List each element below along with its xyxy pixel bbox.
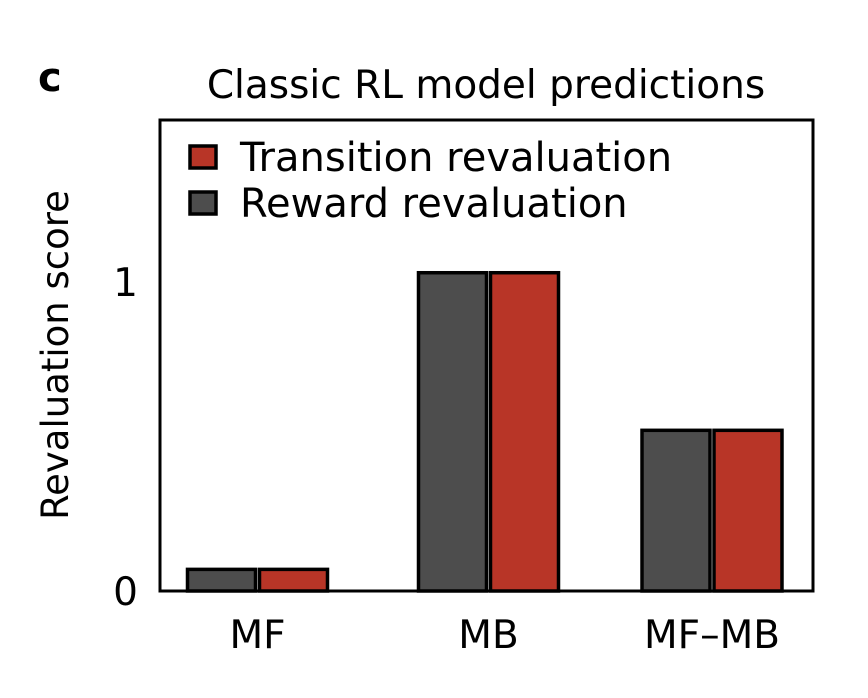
y-tick-label: 0 bbox=[113, 570, 138, 615]
y-tick-label: 1 bbox=[113, 261, 138, 306]
y-axis-ticks: 01 bbox=[113, 261, 138, 615]
bar-mb-reward bbox=[416, 270, 489, 593]
x-tick-label: MF bbox=[229, 613, 285, 658]
bar-mf-transition bbox=[257, 567, 330, 593]
bar-mf-mb-transition bbox=[712, 428, 784, 593]
x-tick-label: MB bbox=[458, 613, 518, 658]
bars-group bbox=[185, 270, 784, 593]
x-tick-label: MF–MB bbox=[644, 613, 780, 658]
plot-frame bbox=[158, 118, 815, 593]
chart-title: Classic RL model predictions bbox=[207, 63, 765, 108]
bar-mb-transition bbox=[488, 270, 561, 593]
panel-label: c bbox=[38, 55, 62, 101]
y-axis-label: Revaluation score bbox=[34, 190, 77, 520]
x-axis-ticks: MF MB MF–MB bbox=[229, 613, 780, 658]
bar-mf-mb-reward bbox=[640, 428, 712, 593]
legend-label: Reward revaluation bbox=[240, 181, 628, 227]
bar-mf-reward bbox=[185, 567, 258, 593]
legend-swatch bbox=[188, 144, 218, 170]
legend-swatch bbox=[188, 190, 218, 216]
legend-label: Transition revaluation bbox=[239, 135, 672, 181]
